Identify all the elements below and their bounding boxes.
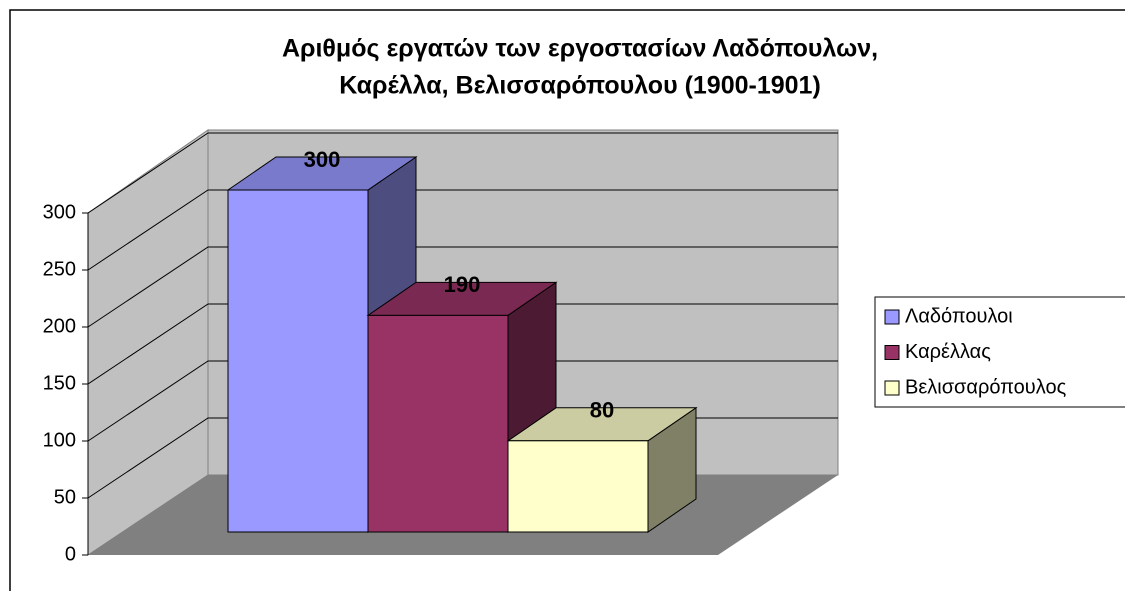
y-tick-label: 200 (43, 315, 76, 337)
legend-box (874, 296, 1125, 408)
y-tick-label: 100 (43, 429, 76, 451)
y-tick-label: 50 (54, 486, 76, 508)
bar (507, 440, 649, 533)
y-tick-label: 300 (43, 201, 76, 223)
y-tick-label: 250 (43, 258, 76, 280)
legend-label: Βελισσαρόπουλος (905, 376, 1067, 398)
grid-line (87, 360, 838, 442)
legend-label: Λαδόπουλοι (905, 305, 1013, 327)
legend-swatch (884, 345, 900, 360)
chart-title: Αριθμός εργατών των εργοστασίων Λαδόπουλ… (282, 35, 878, 63)
grid-line (87, 132, 838, 214)
grid-line (87, 303, 838, 385)
legend-swatch (884, 309, 900, 325)
legend-swatch (884, 380, 900, 396)
grid-line (87, 189, 838, 271)
value-label: 300 (304, 147, 341, 172)
value-label: 190 (444, 272, 481, 297)
grid-line (87, 246, 838, 328)
y-tick-label: 0 (65, 543, 76, 565)
bar (367, 314, 509, 533)
y-tick-label: 150 (43, 372, 76, 394)
value-label: 80 (590, 398, 614, 423)
chart-title: Καρέλλα, Βελισσαρόπουλου (1900-1901) (339, 72, 821, 100)
bar (227, 189, 369, 533)
legend-label: Καρέλλας (905, 341, 991, 363)
